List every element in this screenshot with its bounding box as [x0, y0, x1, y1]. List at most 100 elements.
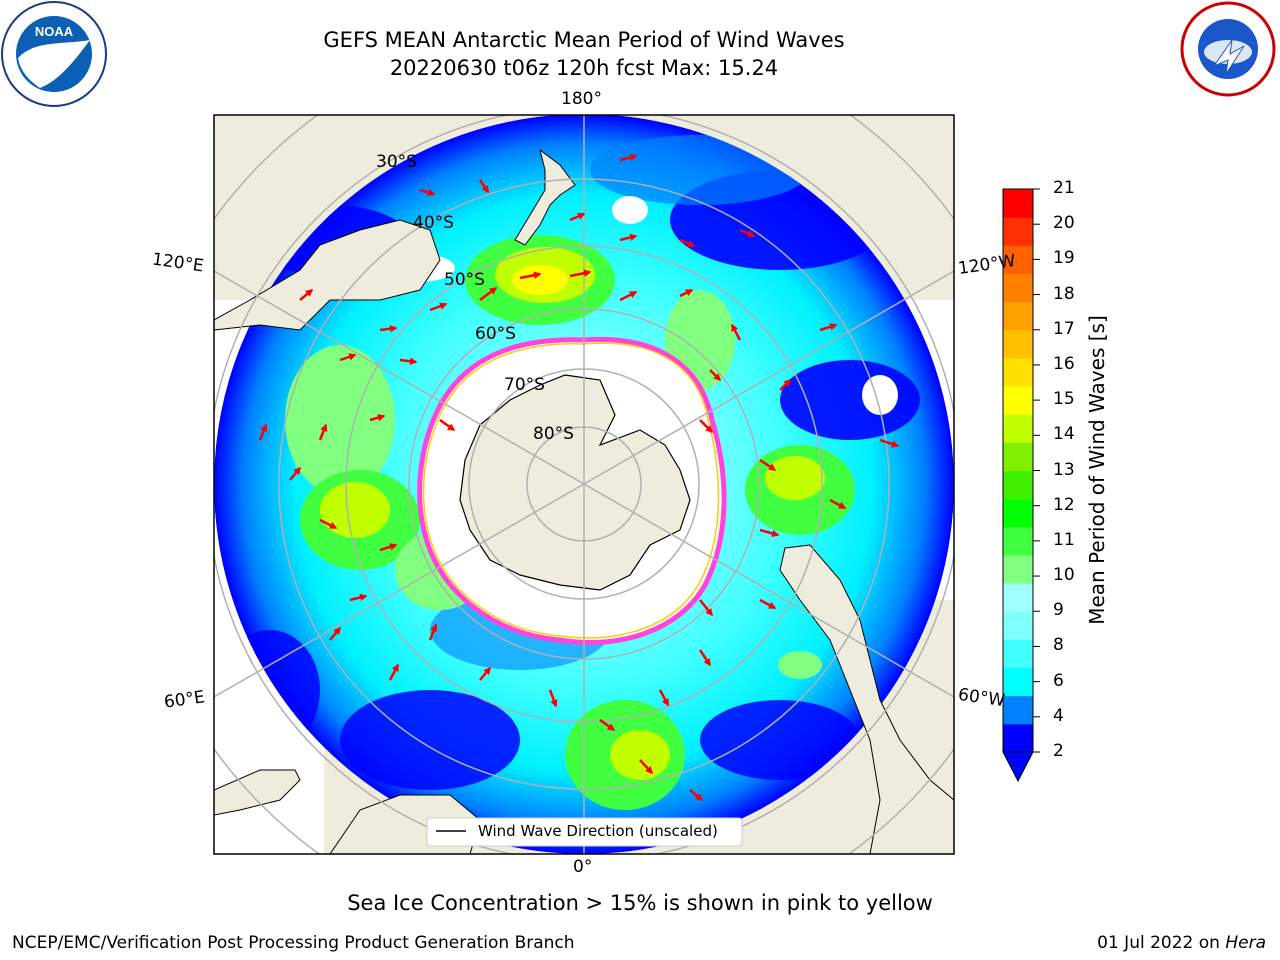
- chart-title: GEFS MEAN Antarctic Mean Period of Wind …: [323, 28, 845, 52]
- arrow: [698, 649, 712, 667]
- arrow: [679, 238, 696, 248]
- graticule: [214, 115, 954, 854]
- colorbar-segment: [1003, 554, 1033, 584]
- lat-label-80s: 80°S: [533, 424, 574, 444]
- arrow: [759, 598, 777, 610]
- arrow: [709, 369, 722, 382]
- lon-label-180: 180°: [561, 89, 602, 109]
- wind-wave-arrows: [258, 153, 900, 801]
- colorbar-tick-label: 8: [1053, 635, 1064, 656]
- arrow: [479, 666, 491, 681]
- lat-label-60s: 60°S: [475, 324, 516, 344]
- arrow: [619, 290, 638, 302]
- legend-box: [426, 817, 743, 847]
- arrow: [388, 663, 400, 681]
- colorbar-label: Mean Period of Wind Waves [s]: [1085, 315, 1109, 625]
- noaa-logo-text: NOAA: [35, 24, 74, 39]
- colorbar-segment: [1003, 723, 1033, 753]
- colorbar-tick-label: 19: [1053, 248, 1075, 269]
- arrow: [299, 289, 314, 301]
- arrow: [318, 423, 328, 441]
- arrow: [319, 518, 338, 530]
- land-australia: [214, 219, 441, 331]
- sea-ice-note: Sea Ice Concentration > 15% is shown in …: [347, 891, 933, 915]
- colorbar-segment: [1003, 639, 1033, 669]
- colorbar-segment: [1003, 667, 1033, 697]
- arrow: [548, 689, 558, 708]
- arrow: [879, 438, 900, 448]
- lat-label-40s: 40°S: [413, 213, 454, 233]
- lat-label-70s: 70°S: [504, 375, 545, 395]
- arrow: [289, 466, 301, 481]
- colorbar-tick-label: 11: [1053, 529, 1075, 550]
- arrow: [379, 325, 398, 333]
- arrow: [478, 179, 490, 194]
- colorbar-tick-label: 2: [1053, 741, 1064, 761]
- colorbar-tick-label: 15: [1053, 389, 1075, 410]
- colorbar-segment: [1003, 498, 1033, 528]
- land-new-zealand: [514, 148, 576, 246]
- colorbar-segment: [1003, 526, 1033, 556]
- arrow: [479, 287, 498, 301]
- colorbar-tick-label: 20: [1053, 213, 1075, 234]
- colorbar-segment: [1003, 386, 1033, 415]
- arrow: [829, 498, 847, 510]
- colorbar-segment: [1003, 329, 1033, 359]
- arrow: [569, 269, 592, 278]
- colorbar-segment: [1003, 357, 1033, 387]
- colorbar-segment: [1003, 442, 1033, 471]
- colorbar-tick-label: 10: [1053, 565, 1075, 586]
- colorbar-tick-label: 9: [1053, 600, 1064, 621]
- arrow: [779, 378, 792, 391]
- colorbar-segment: [1003, 583, 1033, 612]
- arrow: [759, 458, 777, 472]
- date-text: 01 Jul 2022 on Hera: [1097, 933, 1266, 953]
- credit-text: NCEP/EMC/Verification Post Processing Pr…: [12, 933, 575, 953]
- lat-label-30s: 30°S: [376, 152, 417, 172]
- colorbar-segment: [1003, 414, 1033, 443]
- arrow: [759, 528, 780, 538]
- legend-label: Wind Wave Direction (unscaled): [478, 822, 718, 840]
- colorbar-tick-label: 18: [1053, 283, 1075, 304]
- arrow: [429, 302, 448, 312]
- date-host: Hera: [1225, 933, 1266, 953]
- colorbar-tick-label: 13: [1053, 459, 1075, 480]
- colorbar-tick-label: 21: [1053, 178, 1075, 198]
- nws-logo: [1180, 1, 1276, 97]
- colorbar: [1003, 188, 1040, 753]
- arrow: [599, 718, 616, 732]
- arrow: [399, 357, 418, 365]
- arrow: [619, 233, 638, 242]
- colorbar-segment: [1003, 301, 1033, 331]
- colorbar-segment: [1003, 695, 1033, 725]
- arrow: [379, 543, 398, 552]
- arrow: [569, 212, 586, 222]
- arrow: [689, 789, 704, 801]
- arrow: [739, 228, 756, 238]
- land-africa: [214, 769, 301, 816]
- arrow: [699, 419, 714, 434]
- colorbar-segment: [1003, 611, 1033, 640]
- date-prefix: 01 Jul 2022 on: [1097, 933, 1226, 953]
- colorbar-segment: [1003, 245, 1033, 274]
- lat-label-50s: 50°S: [444, 270, 485, 290]
- arrow: [639, 759, 654, 775]
- colorbar-tick-label: 17: [1053, 318, 1075, 339]
- arrow: [419, 188, 436, 196]
- arrow: [699, 599, 713, 617]
- colorbar-segment: [1003, 470, 1033, 500]
- colorbar-tick-label: 12: [1053, 494, 1075, 515]
- arrow: [658, 689, 670, 707]
- arrow: [428, 623, 438, 641]
- arrow: [819, 323, 838, 332]
- arrow: [619, 153, 638, 162]
- land-antarctica: [459, 374, 691, 591]
- arrow: [258, 423, 268, 441]
- arrow: [329, 626, 341, 641]
- colorbar-tick-label: 16: [1053, 353, 1075, 374]
- arrow: [349, 593, 368, 602]
- arrow: [519, 271, 542, 280]
- arrow: [369, 414, 386, 422]
- colorbar-tick-label: 14: [1053, 424, 1075, 445]
